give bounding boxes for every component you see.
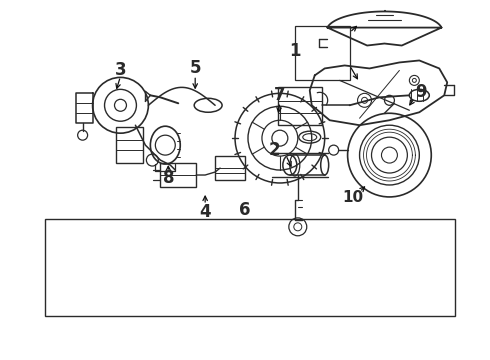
Text: 6: 6 [239, 202, 251, 220]
Text: 10: 10 [342, 190, 363, 206]
Text: 8: 8 [163, 169, 174, 187]
Bar [295, 26, 349, 80]
Bar [160, 163, 196, 187]
Text: 9: 9 [416, 83, 427, 101]
Text: 1: 1 [289, 41, 300, 59]
Bar [278, 87, 322, 125]
Text: 3: 3 [115, 62, 126, 80]
Bar [215, 156, 245, 180]
Bar [45, 220, 455, 316]
Bar [116, 127, 144, 163]
Text: 7: 7 [274, 86, 286, 104]
Text: 2: 2 [269, 141, 281, 159]
Text: 4: 4 [199, 203, 211, 221]
Text: 5: 5 [190, 59, 201, 77]
